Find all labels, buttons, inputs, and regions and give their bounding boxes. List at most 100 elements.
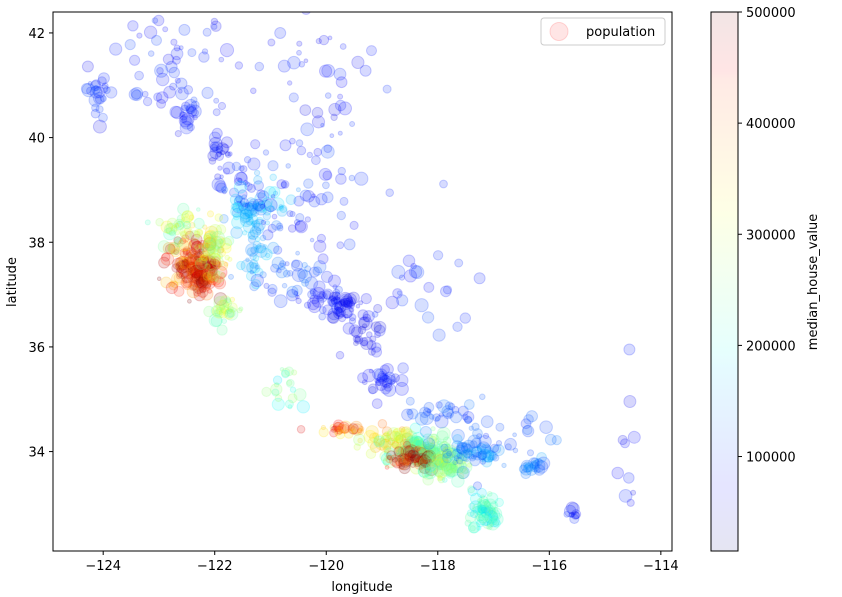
scatter-point bbox=[480, 506, 488, 514]
scatter-point bbox=[452, 434, 463, 445]
scatter-point bbox=[336, 210, 346, 221]
scatter-point bbox=[208, 131, 222, 144]
scatter-point bbox=[412, 440, 421, 449]
scatter-point bbox=[407, 449, 417, 459]
scatter-point bbox=[208, 136, 223, 151]
scatter-point bbox=[302, 190, 316, 203]
scatter-point bbox=[286, 210, 294, 218]
scatter-point bbox=[433, 464, 449, 479]
scatter-point bbox=[416, 447, 430, 461]
scatter-point bbox=[333, 307, 345, 320]
scatter-point bbox=[340, 298, 349, 307]
scatter-point bbox=[190, 241, 205, 255]
scatter-point bbox=[347, 291, 360, 305]
scatter-point bbox=[207, 288, 213, 294]
scatter-point bbox=[430, 433, 439, 442]
scatter-point bbox=[259, 199, 272, 212]
scatter-point bbox=[227, 151, 233, 157]
scatter-point bbox=[354, 336, 362, 343]
scatter-point bbox=[189, 248, 196, 256]
scatter-point bbox=[189, 280, 200, 291]
scatter-point bbox=[221, 189, 227, 195]
scatter-point bbox=[175, 261, 185, 271]
scatter-point bbox=[383, 445, 392, 454]
scatter-point bbox=[480, 448, 486, 454]
scatter-point bbox=[412, 439, 422, 449]
scatter-point bbox=[218, 308, 229, 319]
scatter-point bbox=[409, 450, 421, 463]
scatter-point bbox=[399, 439, 412, 452]
scatter-point bbox=[179, 249, 192, 262]
scatter-point bbox=[414, 446, 421, 453]
scatter-point bbox=[190, 96, 198, 104]
scatter-point bbox=[190, 264, 203, 277]
scatter-point bbox=[239, 209, 253, 223]
scatter-point bbox=[163, 227, 177, 241]
scatter-point bbox=[254, 264, 260, 270]
scatter-point bbox=[367, 437, 380, 450]
scatter-point bbox=[206, 247, 219, 259]
scatter-point bbox=[334, 99, 347, 112]
scatter-point bbox=[479, 499, 492, 512]
scatter-point bbox=[571, 509, 582, 520]
scatter-point bbox=[327, 312, 340, 324]
scatter-point bbox=[529, 460, 539, 470]
scatter-point bbox=[480, 504, 491, 515]
scatter-point bbox=[182, 220, 192, 230]
scatter-point bbox=[369, 441, 382, 453]
scatter-point bbox=[181, 258, 189, 267]
scatter-point bbox=[220, 272, 227, 278]
scatter-point bbox=[410, 450, 420, 460]
scatter-point bbox=[417, 463, 432, 478]
scatter-point bbox=[209, 273, 222, 286]
scatter-point bbox=[249, 209, 257, 216]
scatter-point bbox=[196, 240, 209, 253]
scatter-point bbox=[184, 257, 190, 262]
scatter-point bbox=[404, 450, 417, 463]
scatter-point bbox=[269, 205, 275, 212]
scatter-point bbox=[436, 450, 448, 463]
scatter-point bbox=[247, 183, 256, 193]
scatter-point bbox=[273, 382, 280, 388]
scatter-point bbox=[155, 217, 164, 227]
scatter-point bbox=[199, 285, 207, 293]
scatter-point bbox=[232, 202, 242, 213]
y-axis-label: latitude bbox=[5, 257, 20, 307]
scatter-point bbox=[461, 441, 468, 448]
scatter-point bbox=[383, 448, 390, 454]
scatter-point bbox=[198, 274, 211, 286]
scatter-point bbox=[307, 290, 317, 299]
scatter-point bbox=[318, 34, 330, 46]
scatter-point bbox=[416, 456, 425, 465]
scatter-point bbox=[467, 485, 476, 494]
scatter-point bbox=[200, 253, 209, 262]
scatter-point bbox=[451, 474, 465, 488]
scatter-point bbox=[393, 428, 399, 434]
scatter-point bbox=[301, 261, 308, 269]
scatter-point bbox=[347, 423, 359, 435]
scatter-point bbox=[432, 250, 444, 261]
scatter-point bbox=[480, 415, 494, 429]
scatter-point bbox=[522, 424, 533, 436]
scatter-point bbox=[183, 85, 194, 95]
scatter-point bbox=[457, 467, 469, 480]
scatter-point bbox=[455, 457, 464, 465]
scatter-point bbox=[479, 501, 492, 513]
scatter-point bbox=[404, 440, 409, 446]
scatter-point bbox=[196, 207, 201, 212]
scatter-point bbox=[177, 267, 183, 274]
scatter-point bbox=[456, 465, 470, 480]
scatter-point bbox=[200, 254, 208, 262]
scatter-point bbox=[489, 509, 501, 520]
scatter-point bbox=[313, 280, 326, 293]
scatter-point bbox=[476, 504, 487, 514]
scatter-point bbox=[444, 443, 451, 451]
scatter-point bbox=[189, 222, 196, 229]
scatter-point bbox=[171, 271, 186, 286]
scatter-point bbox=[238, 202, 251, 215]
scatter-point bbox=[218, 253, 224, 259]
scatter-point bbox=[287, 55, 301, 70]
scatter-point bbox=[219, 214, 229, 224]
scatter-point bbox=[201, 48, 209, 55]
scatter-point bbox=[357, 325, 367, 335]
